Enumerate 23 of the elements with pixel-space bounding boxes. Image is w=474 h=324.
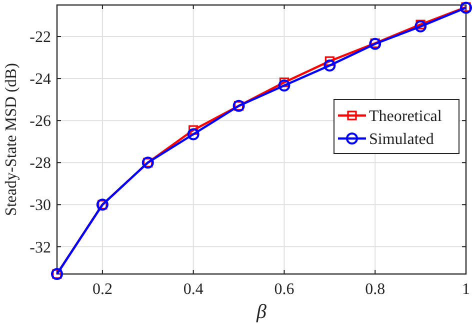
point (324, 56, 334, 66)
y-tick-label: -22 (30, 29, 51, 46)
point (324, 60, 336, 72)
y-tick-label: -28 (30, 155, 51, 172)
point (278, 79, 290, 92)
x-tick-label: 0.8 (365, 281, 386, 298)
x-axis-title: β (256, 301, 267, 323)
point (416, 20, 426, 30)
legend-label: Simulated (369, 131, 434, 148)
x-tick-label: 0.2 (92, 281, 112, 298)
point (188, 125, 198, 135)
x-tick-label: 1 (462, 281, 470, 298)
x-tick-label: 0.6 (274, 281, 294, 298)
y-tick-label: -32 (30, 239, 51, 256)
y-axis-title: Steady-State MSD (dB) (3, 63, 20, 216)
legend-label: Theoretical (369, 108, 442, 126)
x-tick-label: 0.4 (183, 281, 204, 298)
point (187, 128, 200, 140)
point (279, 78, 290, 88)
point (414, 20, 427, 32)
y-tick-label: -24 (30, 71, 51, 88)
y-tick-label: -30 (30, 197, 51, 214)
y-tick-label: -26 (30, 113, 51, 130)
